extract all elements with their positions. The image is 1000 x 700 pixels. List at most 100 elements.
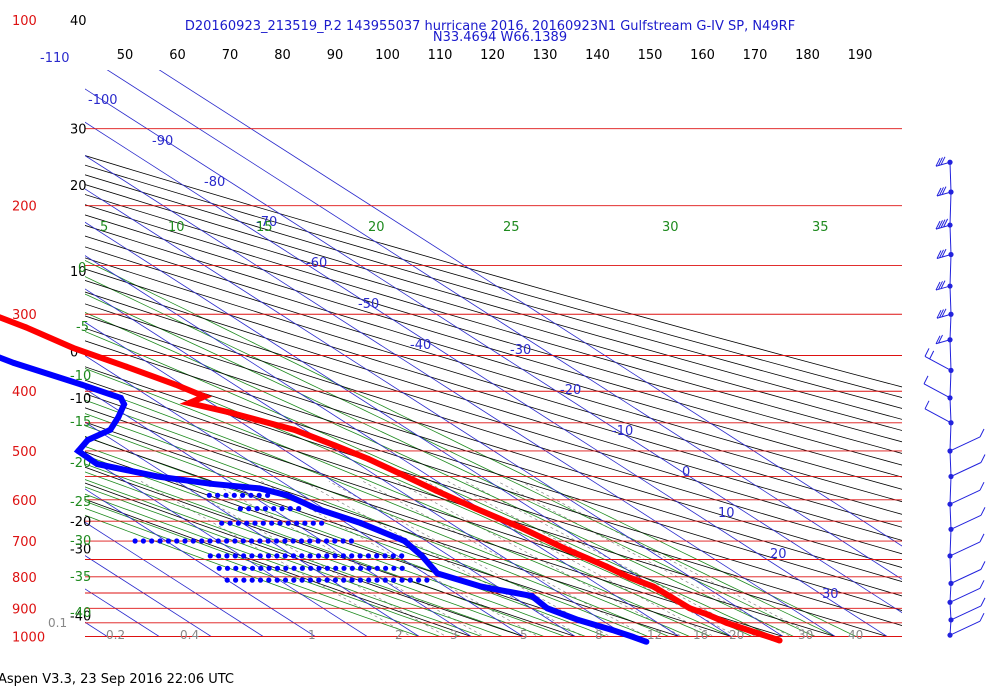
dewpoint-point <box>11 360 17 366</box>
dewpoint-scatter-point <box>340 553 346 559</box>
dewpoint-scatter-point <box>307 538 313 544</box>
temperature-point <box>332 442 339 449</box>
dewpoint-scatter-point <box>290 553 297 559</box>
dewpoint-point <box>207 480 213 487</box>
temperature-tick-label: -10 <box>70 392 91 407</box>
dewpoint-scatter-point <box>241 565 247 571</box>
dewpoint-scatter-point <box>232 538 238 544</box>
dewpoint-scatter-point <box>224 565 231 571</box>
temperature-point <box>22 324 29 331</box>
isotherm-line <box>85 488 317 637</box>
wind-barbs <box>923 156 986 638</box>
temperature-point <box>123 363 130 370</box>
wind-barb-shaft <box>936 313 952 319</box>
dewpoint-scatter-point <box>249 553 255 559</box>
dewpoint-scatter-point <box>298 538 305 544</box>
dewpoint-scatter-point <box>241 553 247 559</box>
moist-adiabat-line <box>85 384 711 637</box>
wind-staff <box>949 504 952 530</box>
wind-barb-shaft <box>949 541 981 557</box>
dewpoint-scatter-point <box>365 553 371 559</box>
isotherm-line <box>85 121 889 637</box>
wind-barb-flag <box>923 375 929 385</box>
wind-barb-shaft <box>949 489 981 505</box>
isotherm-label: -90 <box>152 134 173 149</box>
dewpoint-scatter-point <box>285 520 291 526</box>
isotherm-label: 0 <box>682 465 690 480</box>
dewpoint-point <box>418 552 425 559</box>
dry-adiabat-line <box>85 421 735 637</box>
dewpoint-scatter-point <box>219 520 225 526</box>
temperature-point <box>768 634 775 641</box>
wind-barb-flag <box>939 309 944 318</box>
dewpoint-scatter-point <box>374 565 380 571</box>
dewpoint-scatter-point <box>231 492 237 498</box>
dewpoint-scatter-point <box>262 506 268 512</box>
wind-staff <box>949 225 952 255</box>
dry-adiabat-line <box>85 366 902 626</box>
dewpoint-scatter-point <box>224 577 230 583</box>
moist-adiabat-line <box>85 445 607 637</box>
temperature-point <box>650 583 657 590</box>
dry-adiabat-line <box>85 466 578 637</box>
top-axis-label: 170 <box>743 48 768 63</box>
wind-staff <box>949 602 952 620</box>
wind-barb-flag <box>980 597 986 607</box>
moist-adiabat-label: 15 <box>256 220 273 235</box>
isotherm-line <box>85 555 213 637</box>
dewpoint-scatter-point <box>232 553 238 559</box>
moist-adiabat-line <box>85 493 482 637</box>
mixing-ratio-label: 3 <box>450 628 458 642</box>
pressure-tick-label: 400 <box>12 385 37 400</box>
isotherm-label: -30 <box>510 343 531 358</box>
wind-barb-flag <box>979 481 985 491</box>
isotherm-label: 20 <box>770 547 787 562</box>
temperature-point <box>667 593 674 600</box>
dewpoint-scatter-point <box>324 553 330 559</box>
temperature-point <box>291 426 298 433</box>
dewpoint-scatter-point <box>256 492 262 498</box>
wind-barb-shaft <box>935 224 951 230</box>
dewpoint-point <box>643 638 650 645</box>
dewpoint-scatter-point <box>254 506 260 512</box>
moist-adiabat-label: -35 <box>70 570 91 585</box>
dry-adiabat-line <box>85 280 902 528</box>
dewpoint-scatter-point <box>282 577 289 583</box>
wind-barb-shaft <box>949 587 981 603</box>
mixing-ratio-label: 0.2 <box>106 628 125 642</box>
temperature-point <box>723 619 730 626</box>
dewpoint-scatter-point <box>319 520 325 526</box>
dewpoint-scatter-point <box>265 553 272 559</box>
wind-barb-shaft <box>949 436 981 452</box>
mixing-ratio-line <box>210 480 486 637</box>
dewpoint-scatter-point <box>248 492 254 498</box>
dewpoint-scatter-point <box>391 577 397 583</box>
dewpoint-scatter-point <box>366 565 372 571</box>
temperature-point <box>603 563 610 570</box>
moist-adiabat-line <box>85 425 649 637</box>
dewpoint-scatter-point <box>249 577 255 583</box>
dewpoint-scatter-point <box>299 565 305 571</box>
wind-staff <box>949 370 952 398</box>
isotherm-line <box>85 388 473 637</box>
chart-subtitle: N33.4694 W66.1389 <box>433 30 567 45</box>
wind-barb-flag <box>938 334 943 344</box>
dewpoint-scatter-point <box>291 565 297 571</box>
dewpoint-scatter-point <box>290 538 296 544</box>
dry-adiabat-line <box>85 303 902 555</box>
wind-barb-flag <box>935 281 941 291</box>
top-axis-label: 190 <box>848 48 873 63</box>
temperature-point <box>626 574 633 581</box>
dewpoint-scatter-point <box>235 520 241 526</box>
wind-staff <box>949 397 952 423</box>
dewpoint-scatter-point <box>252 520 258 526</box>
dewpoint-scatter-point <box>294 520 300 526</box>
pressure-tick-label: 1000 <box>12 631 45 646</box>
dewpoint-point <box>94 461 101 467</box>
isotherm-label: -60 <box>306 256 327 271</box>
mixing-ratio-label: 8 <box>595 628 603 642</box>
wind-barb-flag <box>938 220 943 229</box>
dewpoint-scatter-point <box>382 553 388 559</box>
moist-adiabat-line <box>85 486 503 637</box>
wind-barb-flag <box>980 454 986 463</box>
